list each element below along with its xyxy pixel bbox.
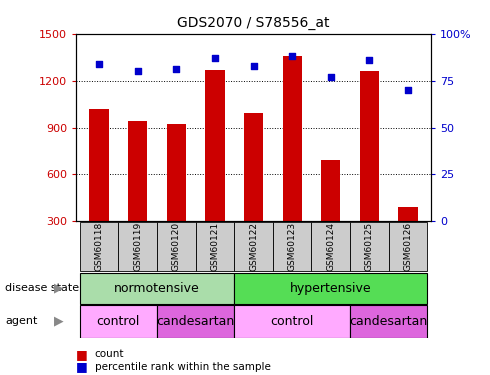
Text: GSM60118: GSM60118 [95, 222, 103, 271]
FancyBboxPatch shape [157, 305, 234, 338]
FancyBboxPatch shape [350, 222, 389, 272]
Point [211, 55, 219, 61]
Text: ▶: ▶ [54, 282, 64, 295]
Bar [360, 71, 379, 268]
Bar [244, 113, 263, 268]
Text: normotensive: normotensive [114, 282, 200, 295]
Text: ■: ■ [76, 360, 88, 373]
Bar [205, 70, 224, 268]
Text: ■: ■ [76, 348, 88, 361]
Bar [90, 109, 109, 268]
Text: GSM60125: GSM60125 [365, 222, 374, 271]
FancyBboxPatch shape [196, 222, 234, 272]
Point [327, 74, 335, 80]
Text: GSM60126: GSM60126 [404, 222, 413, 271]
FancyBboxPatch shape [80, 305, 157, 338]
Bar [283, 56, 302, 268]
Text: GSM60119: GSM60119 [133, 222, 142, 271]
Text: GSM60124: GSM60124 [326, 222, 335, 271]
FancyBboxPatch shape [234, 273, 427, 304]
FancyBboxPatch shape [80, 222, 119, 272]
Text: candesartan: candesartan [156, 315, 235, 328]
FancyBboxPatch shape [80, 273, 234, 304]
Bar [321, 160, 341, 268]
FancyBboxPatch shape [234, 305, 350, 338]
Point [366, 57, 373, 63]
Text: count: count [95, 350, 124, 359]
Text: candesartan: candesartan [349, 315, 428, 328]
Bar [398, 207, 417, 268]
FancyBboxPatch shape [312, 222, 350, 272]
Title: GDS2070 / S78556_at: GDS2070 / S78556_at [177, 16, 330, 30]
Point [288, 53, 296, 59]
Text: hypertensive: hypertensive [290, 282, 371, 295]
Text: ▶: ▶ [54, 315, 64, 328]
Text: GSM60120: GSM60120 [172, 222, 181, 271]
Point [404, 87, 412, 93]
FancyBboxPatch shape [157, 222, 196, 272]
Point [172, 66, 180, 72]
FancyBboxPatch shape [389, 222, 427, 272]
Text: disease state: disease state [5, 283, 79, 293]
Text: GSM60121: GSM60121 [211, 222, 220, 271]
Point [250, 63, 258, 69]
Text: control: control [97, 315, 140, 328]
Text: control: control [270, 315, 314, 328]
Point [134, 68, 142, 74]
FancyBboxPatch shape [119, 222, 157, 272]
Text: agent: agent [5, 316, 37, 326]
Bar [128, 121, 147, 268]
Bar [167, 124, 186, 268]
Text: GSM60123: GSM60123 [288, 222, 296, 271]
FancyBboxPatch shape [273, 222, 312, 272]
Text: GSM60122: GSM60122 [249, 222, 258, 271]
FancyBboxPatch shape [234, 222, 273, 272]
Text: percentile rank within the sample: percentile rank within the sample [95, 362, 270, 372]
FancyBboxPatch shape [350, 305, 427, 338]
Point [95, 61, 103, 67]
